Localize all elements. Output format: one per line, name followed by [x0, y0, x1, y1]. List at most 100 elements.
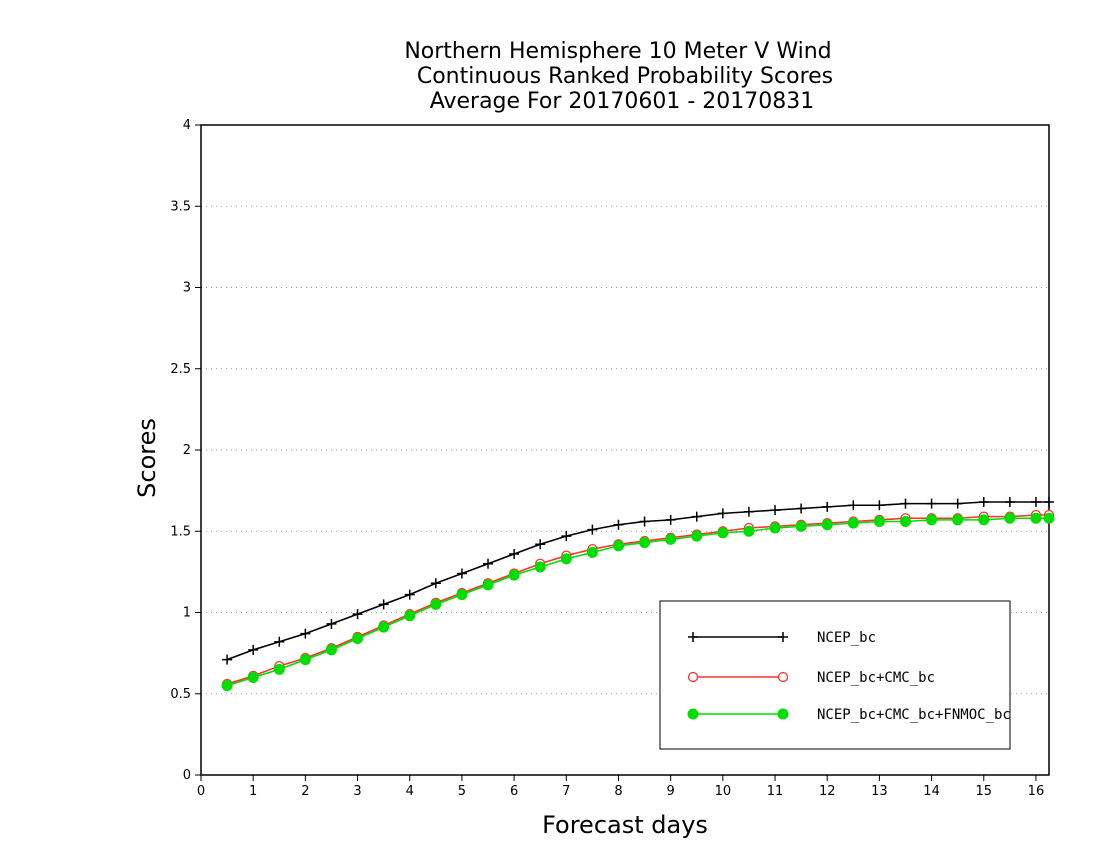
- x-tick-label: 11: [767, 784, 784, 799]
- data-point: [404, 610, 416, 622]
- y-tick-label: 3: [183, 281, 191, 296]
- data-point: [299, 654, 311, 666]
- data-point: [952, 498, 963, 509]
- data-point: [639, 537, 651, 549]
- data-point: [691, 511, 702, 522]
- y-tick-label: 3.5: [170, 199, 191, 214]
- data-point: [978, 497, 989, 507]
- data-point: [665, 533, 677, 545]
- y-tick-label: 1: [183, 606, 191, 621]
- data-point: [900, 498, 911, 509]
- data-point: [273, 663, 285, 675]
- axes: [195, 124, 1037, 781]
- legend-marker: [687, 671, 699, 683]
- data-point: [456, 589, 468, 601]
- legend-item-2: NCEP_bc+CMC_bc: [687, 670, 935, 686]
- data-point: [535, 539, 546, 550]
- chart-title-line-1: Northern Hemisphere 10 Meter V Wind: [404, 39, 831, 64]
- y-tick-labels: 0 0.5 1 1.5 2 2.5 3 3.5 4: [170, 118, 191, 783]
- data-point: [613, 519, 624, 530]
- data-point: [325, 644, 337, 656]
- data-point: [796, 503, 807, 514]
- x-tick-label: 14: [923, 784, 940, 799]
- y-tick-label: 2.5: [170, 362, 191, 377]
- data-point: [352, 633, 364, 644]
- data-point: [639, 516, 650, 527]
- x-tick-label: 1: [249, 784, 257, 799]
- x-tick-label: 13: [871, 784, 888, 799]
- data-point: [221, 680, 233, 692]
- data-point: [665, 514, 676, 525]
- data-point: [247, 672, 259, 683]
- series-3: [221, 512, 1055, 692]
- data-point: [352, 609, 363, 620]
- legend-label: NCEP_bc: [817, 630, 876, 646]
- data-point: [456, 568, 467, 579]
- data-point: [847, 517, 859, 529]
- data-point: [612, 540, 624, 552]
- series-1: [222, 497, 1054, 665]
- data-point: [248, 644, 259, 655]
- y-tick-label: 4: [183, 118, 191, 133]
- data-point: [430, 578, 441, 589]
- legend-marker: [777, 708, 789, 720]
- x-tick-label: 8: [614, 784, 622, 799]
- chart-title: Northern Hemisphere 10 Meter V Wind Cont…: [404, 39, 833, 114]
- data-point: [274, 636, 285, 647]
- x-tick-label: 6: [510, 784, 518, 799]
- data-point: [300, 628, 311, 639]
- x-tick-label: 4: [406, 784, 414, 799]
- series-layer: [221, 497, 1055, 692]
- y-tick-label: 0.5: [170, 687, 191, 702]
- data-point: [743, 525, 755, 537]
- x-tick-label: 9: [667, 784, 675, 799]
- data-point: [378, 621, 390, 633]
- data-point: [508, 569, 520, 581]
- legend-item-1: NCEP_bc: [688, 630, 876, 646]
- x-tick-label: 3: [353, 784, 361, 799]
- data-point: [873, 516, 885, 527]
- data-point: [1044, 497, 1054, 507]
- data-point: [1004, 512, 1016, 524]
- data-point: [587, 524, 598, 535]
- data-point: [899, 516, 911, 527]
- data-point: [482, 579, 494, 591]
- x-axis-label: Forecast days: [542, 811, 708, 839]
- data-point: [1030, 512, 1042, 524]
- y-tick-label: 1.5: [170, 524, 191, 539]
- data-point: [770, 505, 781, 516]
- x-tick-label: 16: [1028, 784, 1045, 799]
- y-axis-label: Scores: [133, 418, 161, 498]
- data-point: [534, 561, 546, 573]
- data-point: [691, 530, 703, 542]
- data-point: [586, 546, 598, 558]
- x-tick-label: 0: [197, 784, 205, 799]
- data-point: [874, 500, 885, 511]
- data-point: [821, 519, 833, 531]
- data-point: [1043, 512, 1055, 524]
- data-point: [848, 500, 859, 511]
- data-point: [952, 514, 964, 526]
- data-point: [795, 520, 807, 532]
- data-point: [326, 618, 337, 629]
- legend-marker: [687, 708, 699, 720]
- data-point: [926, 514, 938, 526]
- data-point: [509, 549, 520, 559]
- data-point: [926, 498, 937, 509]
- x-tick-label: 2: [301, 784, 309, 799]
- legend-box: [659, 600, 1011, 750]
- data-point: [222, 654, 233, 665]
- data-point: [717, 508, 728, 519]
- legend-marker: [777, 671, 789, 683]
- data-point: [560, 553, 572, 565]
- chart-title-line-3: Average For 20170601 - 20170831: [430, 89, 815, 114]
- data-point: [822, 501, 833, 512]
- legend-marker: [778, 632, 788, 642]
- chart-title-line-2: Continuous Ranked Probability Scores: [417, 64, 833, 89]
- data-point: [978, 514, 990, 526]
- y-tick-label: 2: [183, 443, 191, 458]
- data-point: [561, 531, 572, 542]
- data-point: [378, 599, 389, 610]
- data-point: [430, 598, 442, 610]
